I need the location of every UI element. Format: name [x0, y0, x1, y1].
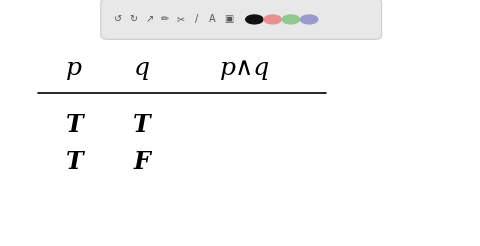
Text: p: p — [66, 57, 83, 80]
Circle shape — [264, 15, 281, 24]
Text: T: T — [66, 150, 83, 174]
Text: /: / — [195, 15, 198, 24]
Text: T: T — [66, 113, 83, 138]
Circle shape — [246, 15, 263, 24]
Text: ↗: ↗ — [145, 15, 153, 24]
Text: ✏: ✏ — [161, 15, 169, 24]
Text: ▣: ▣ — [224, 15, 233, 24]
Text: F: F — [133, 150, 150, 174]
Text: ↻: ↻ — [130, 15, 137, 24]
Circle shape — [300, 15, 318, 24]
Text: T: T — [133, 113, 150, 138]
Text: p∧q: p∧q — [220, 57, 270, 80]
Text: A: A — [209, 15, 216, 24]
Text: q: q — [133, 57, 150, 80]
Text: ✂: ✂ — [177, 15, 185, 24]
Circle shape — [282, 15, 300, 24]
Text: ↺: ↺ — [114, 15, 121, 24]
FancyBboxPatch shape — [101, 0, 382, 39]
